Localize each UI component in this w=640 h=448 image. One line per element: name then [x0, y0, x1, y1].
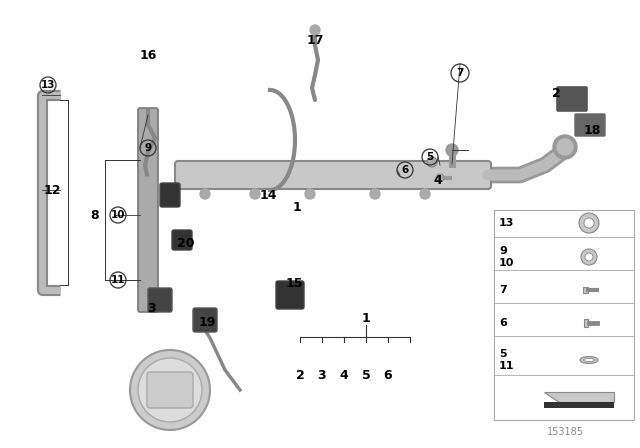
Text: 4: 4: [434, 173, 442, 186]
Circle shape: [420, 189, 430, 199]
Text: 8: 8: [91, 208, 99, 221]
Ellipse shape: [580, 357, 598, 363]
Text: 153185: 153185: [547, 427, 584, 437]
Circle shape: [250, 189, 260, 199]
Circle shape: [436, 174, 444, 182]
Text: 5: 5: [426, 152, 434, 162]
FancyBboxPatch shape: [148, 288, 172, 312]
FancyBboxPatch shape: [175, 161, 491, 189]
Circle shape: [370, 189, 380, 199]
Text: 3: 3: [317, 369, 326, 382]
Text: 17: 17: [307, 34, 324, 47]
Bar: [544, 402, 614, 408]
Text: 15: 15: [285, 276, 303, 289]
Text: 20: 20: [177, 237, 195, 250]
FancyBboxPatch shape: [147, 372, 193, 408]
Text: 16: 16: [140, 48, 157, 61]
Text: 12: 12: [44, 184, 61, 197]
Text: 1: 1: [362, 312, 371, 325]
Text: 7: 7: [456, 68, 464, 78]
Circle shape: [557, 139, 573, 155]
Text: 7: 7: [499, 285, 507, 295]
Text: 2: 2: [552, 86, 561, 99]
Text: 5
11: 5 11: [499, 349, 515, 371]
Circle shape: [305, 189, 315, 199]
FancyBboxPatch shape: [557, 87, 587, 111]
Text: 3: 3: [148, 302, 156, 314]
FancyBboxPatch shape: [584, 319, 588, 327]
Text: 13: 13: [499, 218, 515, 228]
FancyBboxPatch shape: [172, 230, 192, 250]
FancyBboxPatch shape: [193, 308, 217, 332]
Circle shape: [200, 189, 210, 199]
Ellipse shape: [584, 358, 595, 362]
Circle shape: [427, 157, 437, 167]
Circle shape: [130, 350, 210, 430]
Circle shape: [553, 135, 577, 159]
Bar: [494, 210, 634, 420]
Circle shape: [143, 177, 153, 187]
Text: 9
10: 9 10: [499, 246, 515, 268]
Circle shape: [585, 253, 593, 261]
Text: 6: 6: [499, 318, 507, 328]
FancyBboxPatch shape: [160, 183, 180, 207]
Circle shape: [138, 358, 202, 422]
Text: 1: 1: [292, 201, 301, 214]
Text: 14: 14: [259, 189, 276, 202]
Text: 5: 5: [362, 369, 371, 382]
FancyBboxPatch shape: [276, 281, 304, 309]
Text: 6: 6: [401, 165, 408, 175]
Circle shape: [581, 249, 597, 265]
Text: 18: 18: [583, 124, 601, 137]
Text: 9: 9: [145, 143, 152, 153]
Polygon shape: [544, 392, 614, 402]
FancyBboxPatch shape: [138, 108, 158, 312]
Circle shape: [579, 213, 599, 233]
FancyBboxPatch shape: [583, 287, 588, 293]
Text: 4: 4: [340, 369, 348, 382]
Text: 13: 13: [41, 80, 55, 90]
Text: 11: 11: [111, 275, 125, 285]
Circle shape: [446, 144, 458, 156]
Text: 19: 19: [198, 315, 216, 328]
Text: 2: 2: [296, 369, 305, 382]
Circle shape: [310, 25, 320, 35]
Text: 6: 6: [384, 369, 392, 382]
Text: 10: 10: [111, 210, 125, 220]
FancyBboxPatch shape: [575, 114, 605, 136]
Circle shape: [584, 218, 594, 228]
